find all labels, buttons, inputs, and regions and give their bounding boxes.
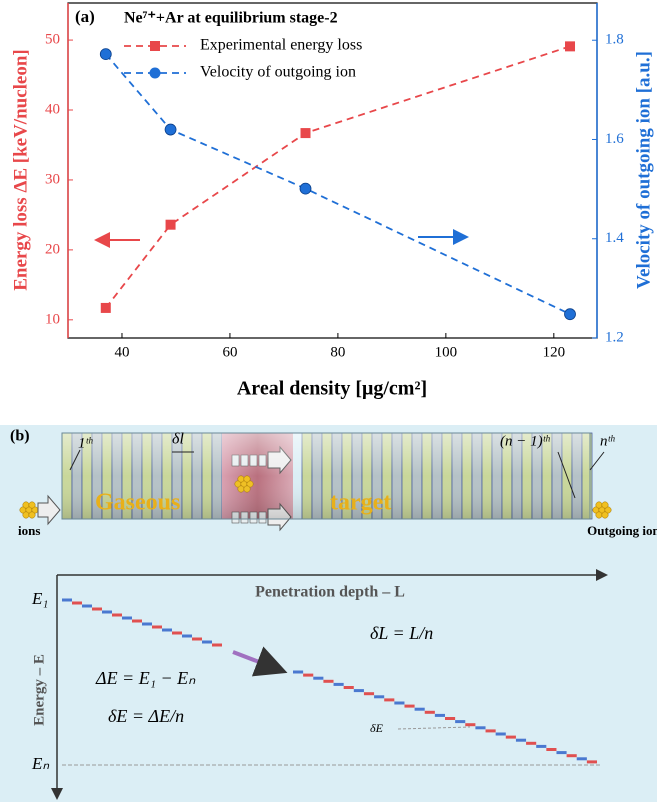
marker: [99, 48, 112, 61]
marker: [164, 123, 177, 136]
diagram-b: (b) 1ᵗʰ δl (n − 1)ᵗʰ nᵗʰ Gaseous target …: [0, 425, 657, 802]
ion: [22, 501, 30, 509]
marker: [165, 219, 176, 230]
y-tick-label: 40: [45, 101, 60, 117]
x-tick-label: 100: [435, 344, 458, 360]
layer-label: 1ᵗʰ: [78, 435, 93, 451]
label-gaseous: Gaseous: [95, 490, 180, 516]
ion: [604, 506, 612, 514]
ion: [28, 501, 36, 509]
x-axis-label: Penetration depth – L: [255, 584, 405, 601]
pointer: [397, 726, 471, 730]
y2-tick-label: 1.2: [605, 329, 624, 345]
pointer: [589, 451, 605, 471]
legend-title: Ne⁷⁺+Ar at equilibrium stage-2: [124, 10, 338, 27]
legend-marker: [150, 41, 160, 51]
marker: [564, 308, 576, 321]
y-axis-label: Energy – E: [31, 654, 47, 726]
marker: [100, 302, 111, 313]
x-tick-label: 120: [543, 344, 566, 360]
energy-steps: [62, 598, 597, 764]
ion: [595, 501, 603, 509]
arrow: [37, 494, 61, 526]
label-outgoing: Outgoing ions: [587, 523, 657, 538]
chart-a: (a) Ne⁷⁺+Ar at equilibrium stage-2 Areal…: [10, 2, 654, 400]
y-tick-label: 10: [45, 311, 60, 327]
x-tick-label: 40: [114, 344, 129, 360]
ion: [601, 511, 609, 519]
legend-label: Velocity of outgoing ion: [200, 64, 356, 81]
marker: [300, 128, 311, 139]
y-tick-label: 50: [45, 32, 60, 48]
marker: [565, 41, 576, 52]
label-target: target: [330, 490, 391, 516]
layer-label: nᵗʰ: [600, 433, 615, 449]
pointer: [69, 449, 81, 471]
legend-marker: [149, 67, 161, 79]
ion: [22, 511, 30, 519]
ion: [595, 511, 603, 519]
e1-label: E₁: [31, 589, 48, 608]
ion: [28, 511, 36, 519]
x-tick-label: 80: [330, 344, 345, 360]
series-line: [105, 53, 571, 315]
step-label: δE: [370, 721, 384, 735]
y2-axis-label: Velocity of outgoing ion [a.u.]: [633, 51, 654, 289]
pointer: [557, 451, 576, 499]
layer-label: (n − 1)ᵗʰ: [500, 433, 550, 449]
en-label: Eₙ: [31, 754, 49, 773]
panel-label: (b): [10, 428, 30, 445]
marker: [299, 182, 312, 195]
x-tick-label: 60: [222, 344, 237, 360]
x-axis-label: Areal density [μg/cm²]: [237, 378, 427, 400]
equation: δL = L/n: [370, 623, 433, 643]
legend-label: Experimental energy loss: [200, 37, 362, 54]
cylinder-outline: [61, 432, 591, 520]
label-ions: ions: [18, 523, 40, 538]
panel-label: (a): [75, 7, 95, 26]
y-axis-label: Energy loss ΔE [keV/nucleon]: [10, 49, 31, 291]
gap-arrow: [232, 646, 288, 677]
series-line: [105, 45, 571, 309]
y-tick-label: 30: [45, 171, 60, 187]
equation: ΔE = E₁ − Eₙ: [95, 668, 196, 688]
layer-width-label: δl: [172, 431, 184, 448]
y2-tick-label: 1.8: [605, 32, 624, 48]
y2-tick-label: 1.6: [605, 131, 624, 147]
ion: [601, 501, 609, 509]
equation: δE = ΔE/n: [108, 706, 184, 726]
y2-tick-label: 1.4: [605, 230, 624, 246]
y-tick-label: 20: [45, 241, 60, 257]
